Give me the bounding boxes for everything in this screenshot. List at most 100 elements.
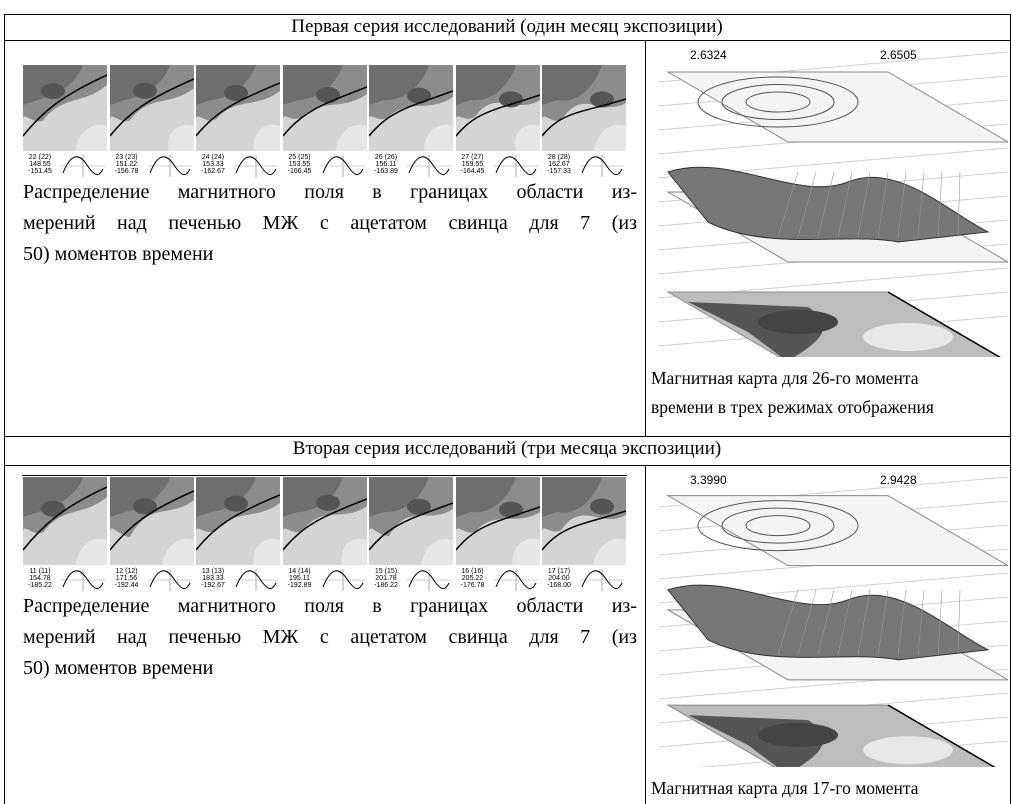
thumb-labels: 27 (27) 159.55 -164.45 [456, 154, 490, 175]
thumb-max: 154.78 [29, 575, 51, 582]
thumb-labels: 12 (12) 171.56 -192.44 [110, 568, 144, 589]
field-thumbnail [109, 65, 194, 151]
caption-line: Распределение магнитного поля в границах… [23, 181, 637, 203]
thumb-labels: 13 (13) 183.33 -192.67 [196, 568, 230, 589]
thumb-max: 156.11 [375, 161, 397, 168]
thumb-max: 204.00 [548, 575, 570, 582]
thumb-index: 24 (24) [201, 154, 225, 161]
thumb-max: 153.33 [202, 161, 224, 168]
thumb-index: 26 (26) [374, 154, 398, 161]
thumb-max: 151.22 [115, 161, 138, 168]
wave-icon [320, 569, 365, 591]
thumb-max: 159.55 [461, 161, 484, 168]
thumb-min: -157.33 [547, 168, 571, 175]
map-caption: Магнитная карта для 17-го моментавремени… [651, 774, 934, 804]
wave-icon [147, 155, 192, 177]
thumb-index: 16 (16) [461, 568, 484, 575]
thumb-min: -156.78 [114, 168, 139, 175]
thumb-labels: 15 (15) 201.78 -186.22 [369, 568, 403, 589]
thumb-index: 12 (12) [115, 568, 138, 575]
thumb-min: -192.89 [287, 582, 312, 589]
caption-line: Распределение магнитного поля в границах… [23, 595, 637, 617]
caption: Распределение магнитного поля в границах… [23, 177, 637, 270]
field-thumbnail [542, 477, 626, 565]
wave-icon [407, 155, 451, 177]
thumb-min: -176.78 [460, 582, 485, 589]
caption: Распределение магнитного поля в границах… [23, 591, 637, 684]
field-thumbnail [109, 477, 194, 565]
thumb-index: 14 (14) [288, 568, 311, 575]
wave-icon [320, 155, 365, 177]
thumb-max: 195.11 [289, 575, 310, 582]
thumb-index: 28 (28) [547, 154, 571, 161]
magnetic-map-3d [657, 476, 1008, 767]
thumb-labels: 25 (25) 153.55 -166.45 [283, 154, 317, 175]
table-border [4, 465, 1011, 466]
thumb-index: 13 (13) [201, 568, 225, 575]
field-thumbnail [196, 65, 280, 151]
map-value: 2.9428 [880, 473, 917, 487]
table-border [4, 40, 1011, 41]
field-thumbnail [282, 65, 367, 151]
thumb-labels: 16 (16) 205.22 -176.78 [456, 568, 490, 589]
wave-icon [580, 569, 624, 591]
thumb-min: -185.22 [28, 582, 52, 589]
thumb-min: -164.45 [460, 168, 485, 175]
thumb-index: 15 (15) [374, 568, 398, 575]
thumb-min: -151.45 [28, 168, 52, 175]
thumb-max: 205.22 [461, 575, 484, 582]
table-border [1010, 14, 1011, 804]
field-thumbnail [542, 65, 626, 151]
map-value: 3.3990 [690, 473, 727, 487]
field-thumbnail [23, 65, 107, 151]
field-thumbnail [196, 477, 280, 565]
map-caption-line: времени в трех режимах отображения [651, 397, 934, 417]
table-border [645, 465, 646, 804]
field-thumbnail [455, 65, 540, 151]
thumb-index: 23 (23) [115, 154, 138, 161]
strip-border [22, 475, 627, 476]
thumb-max: 153.55 [288, 161, 311, 168]
thumb-min: -192.44 [114, 582, 139, 589]
wave-icon [147, 569, 192, 591]
thumb-max: 162.67 [548, 161, 570, 168]
wave-icon [234, 155, 278, 177]
field-thumbnail [282, 477, 367, 565]
thumb-index: 22 (22) [28, 154, 52, 161]
wave-icon [61, 569, 105, 591]
thumb-index: 17 (17) [547, 568, 571, 575]
wave-icon [493, 569, 538, 591]
thumb-labels: 22 (22) 148.55 -151.45 [23, 154, 57, 175]
wave-icon [493, 155, 538, 177]
thumb-min: -186.22 [374, 582, 398, 589]
thumb-labels: 26 (26) 156.11 -163.89 [369, 154, 403, 175]
section-header: Вторая серия исследований (три месяца эк… [292, 438, 722, 459]
map-caption: Магнитная карта для 26-го момента времени… [651, 364, 934, 422]
caption-line: мерений над печенью МЖ с ацетатом свинца… [23, 212, 637, 234]
thumb-min: -168.00 [547, 582, 571, 589]
thumb-labels: 28 (28) 162.67 -157.33 [542, 154, 576, 175]
thumb-max: 148.55 [29, 161, 51, 168]
field-thumbnail [23, 477, 107, 565]
caption-line: мерений над печенью МЖ с ацетатом свинца… [23, 626, 637, 648]
table-border [4, 14, 5, 804]
field-thumbnail [455, 477, 540, 565]
thumb-labels: 14 (14) 195.11 -192.89 [283, 568, 317, 589]
wave-icon [234, 569, 278, 591]
map-caption-line: Магнитная карта для 26-го момента [651, 368, 919, 388]
caption-line: 50) моментов времени [23, 243, 214, 265]
table-border [4, 436, 1011, 437]
thumb-min: -166.45 [287, 168, 312, 175]
thumb-labels: 24 (24) 153.33 -162.67 [196, 154, 230, 175]
thumb-labels: 23 (23) 151.22 -156.78 [110, 154, 144, 175]
table-border [645, 40, 646, 436]
thumb-index: 11 (11) [29, 568, 51, 575]
caption-line: 50) моментов времени [23, 657, 214, 679]
thumb-labels: 17 (17) 204.00 -168.00 [542, 568, 576, 589]
map-value: 2.6505 [880, 48, 917, 62]
thumb-labels: 11 (11) 154.78 -185.22 [23, 568, 57, 589]
thumb-min: -162.67 [201, 168, 225, 175]
section-header: Первая серия исследований (один месяц эк… [291, 16, 723, 37]
wave-icon [61, 155, 105, 177]
